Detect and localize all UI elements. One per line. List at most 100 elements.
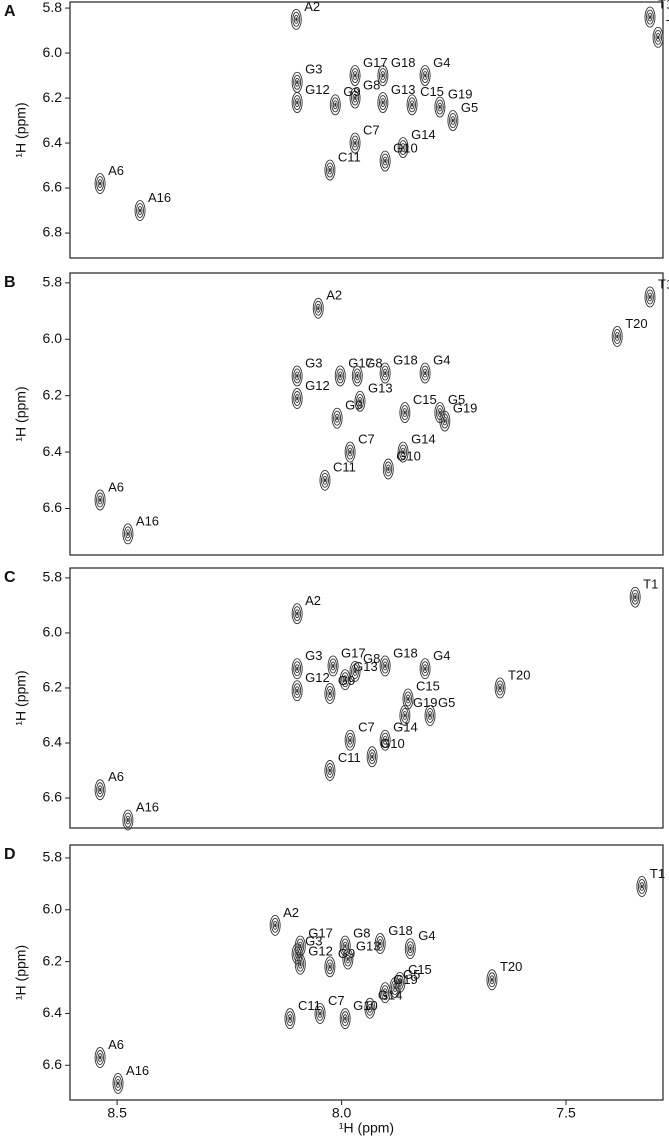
contour — [325, 763, 334, 778]
contour-core — [344, 944, 347, 949]
contour-core — [648, 294, 651, 299]
peak — [404, 938, 416, 960]
contour — [352, 93, 358, 103]
peak — [419, 658, 431, 680]
peak — [269, 914, 281, 936]
contour — [364, 997, 376, 1019]
contour — [399, 402, 411, 424]
peak-label: A16 — [136, 513, 159, 528]
contour — [632, 592, 638, 602]
contour — [294, 949, 300, 959]
peak-label: A6 — [108, 479, 124, 494]
panel-letter: B — [4, 274, 16, 291]
contour-core — [319, 1011, 322, 1016]
y-tick-label: 6.8 — [43, 224, 63, 240]
contour-core — [99, 181, 102, 186]
y-axis-label: ¹H (ppm) — [13, 945, 29, 1000]
contour — [291, 680, 303, 702]
contour — [331, 407, 343, 429]
contour — [636, 876, 648, 897]
peak — [342, 948, 354, 970]
peak-label: C15 — [416, 678, 440, 693]
peak-label: G8 — [363, 651, 380, 666]
contour — [315, 303, 321, 313]
contour — [319, 469, 331, 491]
contour — [346, 444, 355, 460]
peak — [331, 407, 343, 429]
contour-core — [317, 306, 320, 311]
peak-label: G13 — [353, 659, 378, 674]
peak-label: G3 — [305, 355, 322, 370]
contour-core — [354, 73, 357, 78]
contour — [115, 1078, 121, 1088]
contour — [400, 405, 409, 421]
y-tick-label: 6.0 — [43, 44, 63, 60]
contour — [496, 680, 504, 696]
contour — [94, 1047, 106, 1068]
peak — [447, 110, 459, 132]
contour-core — [354, 96, 357, 101]
contour-core — [354, 669, 357, 674]
peak — [419, 65, 431, 87]
contour — [404, 691, 412, 707]
peak-label: A2 — [305, 593, 321, 608]
peak-label: G18 — [388, 923, 413, 938]
contour — [389, 977, 401, 998]
contour — [486, 969, 498, 991]
contour — [450, 116, 456, 126]
peak-label: G12 — [305, 670, 330, 685]
peak-label: T1 — [658, 276, 669, 291]
contour-core — [296, 373, 299, 378]
peak — [284, 1008, 296, 1030]
contour — [424, 705, 436, 726]
contour-core — [349, 738, 352, 743]
contour-core — [296, 611, 299, 616]
contour — [114, 1075, 122, 1091]
contour-core — [339, 373, 342, 378]
contour-core — [451, 118, 454, 123]
peak-label: G17 — [348, 355, 373, 370]
peak-label: G4 — [418, 928, 435, 943]
contour — [392, 983, 398, 992]
contour — [382, 988, 388, 998]
contour — [402, 688, 414, 710]
peak-label: G8 — [353, 926, 370, 941]
peak-label: G10 — [353, 998, 378, 1013]
peak — [434, 96, 446, 118]
contour-core — [657, 35, 660, 40]
peak-label: G18 — [391, 55, 416, 70]
peak — [291, 658, 303, 680]
contour — [448, 113, 457, 129]
peak-label: G19 — [453, 400, 478, 415]
contour — [327, 165, 333, 175]
peak-label: G14 — [378, 988, 403, 1003]
contour — [293, 95, 302, 111]
peak-label: T1 — [658, 0, 669, 12]
peak-label: C11 — [333, 460, 356, 475]
contour — [400, 143, 406, 152]
peak-label: G4 — [433, 55, 450, 70]
peak — [122, 523, 134, 545]
contour — [341, 672, 350, 688]
contour — [644, 6, 656, 28]
contour — [294, 394, 300, 403]
contour — [314, 1002, 326, 1024]
contour-core — [296, 100, 299, 105]
peak-label: G13 — [356, 938, 381, 953]
contour — [293, 74, 302, 90]
contour — [400, 708, 409, 723]
contour-core — [402, 145, 405, 150]
contour — [368, 749, 377, 765]
contour — [351, 135, 360, 151]
contour — [646, 9, 654, 25]
peak — [636, 876, 648, 897]
peak-label: G19 — [413, 695, 438, 710]
peak-label: G5 — [448, 392, 465, 407]
contour — [322, 475, 328, 485]
peak — [399, 705, 411, 726]
contour — [294, 371, 300, 381]
y-tick-label: 6.2 — [43, 679, 63, 695]
peak — [652, 26, 664, 48]
peak — [122, 809, 134, 831]
contour — [329, 94, 341, 116]
